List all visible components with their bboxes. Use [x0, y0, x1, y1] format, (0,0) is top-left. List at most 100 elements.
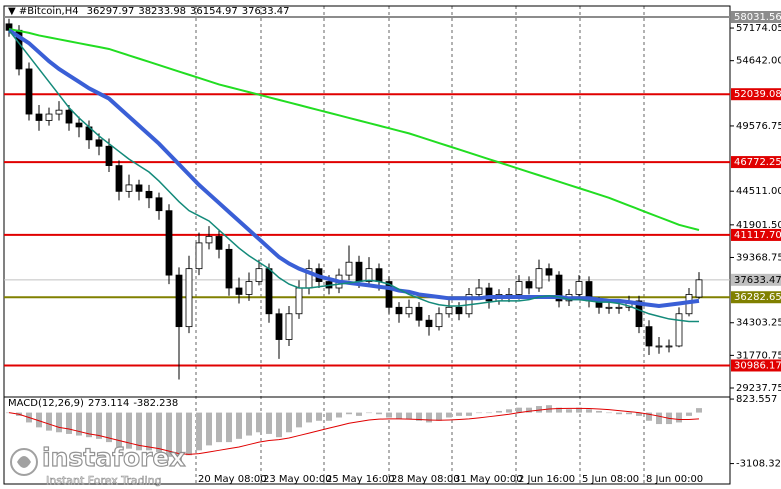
macd-bar: [476, 412, 482, 414]
macd-bar: [346, 412, 352, 415]
candle-body: [475, 287, 483, 295]
level-label-bg: [731, 359, 781, 372]
macd-bar: [396, 412, 402, 420]
level-label-bg: [731, 291, 781, 304]
macd-header: MACD(12,26,9) 273.114 -382.238: [8, 398, 178, 409]
macd-bar: [246, 412, 252, 436]
macd-bar: [636, 412, 642, 416]
candles-layer: [5, 18, 703, 462]
y-tick-label: 41901.50: [736, 220, 781, 231]
macd-bar: [566, 409, 572, 413]
x-tick-label: 23 May 00:00: [263, 474, 332, 485]
macd-bar: [176, 412, 182, 462]
watermark-logo-mark: [17, 456, 31, 468]
macd-main-value: 273.114: [88, 398, 129, 409]
y-tick-label: 34303.25: [736, 318, 781, 329]
candle-body: [415, 306, 423, 321]
candle-body: [285, 313, 293, 340]
grid-layer: [195, 6, 645, 484]
macd-bar: [86, 412, 92, 438]
candle-body: [245, 281, 253, 295]
level-label-bg: [731, 88, 781, 101]
macd-bar: [256, 412, 262, 433]
macd-signal: [8, 407, 700, 455]
x-tick-label: 28 May 08:00: [391, 474, 460, 485]
macd-bar: [236, 412, 242, 439]
macd-bar: [456, 412, 462, 416]
macd-bar: [206, 412, 212, 446]
x-tick-label: 25 May 16:00: [326, 474, 395, 485]
watermark-tagline: Instant Forex Trading: [46, 474, 162, 487]
x-tick-label: 5 Jun 08:00: [582, 474, 639, 485]
macd-bar: [186, 412, 192, 456]
macd-bar: [196, 412, 202, 451]
plot-frame: [3, 5, 731, 485]
candle-body: [265, 268, 273, 315]
macd-bar: [306, 412, 312, 423]
candle-body: [45, 113, 53, 121]
candle-body: [555, 274, 563, 302]
candle-body: [645, 326, 653, 347]
macd-bar: [36, 412, 42, 428]
candle-body: [515, 281, 523, 295]
macd-bar: [586, 409, 592, 413]
level-label: 41117.70: [734, 230, 781, 241]
macd-bar: [696, 408, 702, 413]
level-label-bg: [731, 228, 781, 241]
candle-body: [225, 248, 233, 289]
macd-bar: [506, 409, 512, 413]
y-tick-label: 49576.75: [736, 121, 781, 132]
y-tick-label: 39368.75: [736, 252, 781, 263]
candle-body: [365, 268, 373, 282]
macd-bar: [266, 412, 272, 434]
macd-bar: [576, 407, 582, 413]
macd-bar: [336, 412, 342, 418]
moving-average: [7, 28, 700, 309]
chart-title: #Bitcoin,H4: [19, 6, 79, 17]
candle-body: [375, 268, 383, 282]
candle-body: [635, 300, 643, 328]
candle-body: [655, 345, 663, 348]
candle-body: [235, 287, 243, 295]
candle-body: [215, 236, 223, 250]
macd-bar: [166, 412, 172, 457]
macd-bar: [326, 412, 332, 421]
price-label: 37633.47: [734, 275, 781, 286]
macd-bar: [366, 412, 372, 414]
y-tick-label: 31770.75: [736, 350, 781, 361]
macd-bar: [606, 412, 612, 414]
candle-body: [105, 145, 113, 166]
candle-body: [605, 306, 613, 309]
candle-body: [175, 274, 183, 328]
candle-body: [545, 268, 553, 276]
level-label: 30986.17: [734, 360, 781, 371]
candle-body: [615, 306, 623, 309]
macd-bar: [386, 412, 392, 418]
level-label-bg: [731, 10, 781, 23]
macd-bar: [416, 412, 422, 421]
macd-bar: [556, 407, 562, 413]
candle-body: [115, 165, 123, 192]
macd-bar: [446, 412, 452, 418]
candle-body: [485, 287, 493, 302]
candle-body: [135, 184, 143, 192]
watermark-brand: instaforex: [42, 443, 186, 472]
level-label-bg: [731, 156, 781, 169]
macd-bar: [56, 412, 62, 433]
macd-bar: [216, 412, 222, 443]
y-tick-label: 44511.00: [736, 186, 781, 197]
macd-bar: [376, 412, 382, 415]
level-label: 58031.56: [734, 12, 781, 23]
macd-bar: [486, 412, 492, 414]
macd-tick-label: -3108.327: [736, 459, 781, 470]
candle-body: [65, 109, 73, 124]
macd-bar: [76, 412, 82, 436]
macd-bar: [286, 412, 292, 433]
moving-average: [8, 28, 700, 231]
moving-average: [8, 29, 699, 323]
macd-bar: [516, 407, 522, 413]
macd-bar: [136, 412, 142, 451]
macd-bar: [46, 412, 52, 431]
candle-body: [125, 184, 133, 192]
